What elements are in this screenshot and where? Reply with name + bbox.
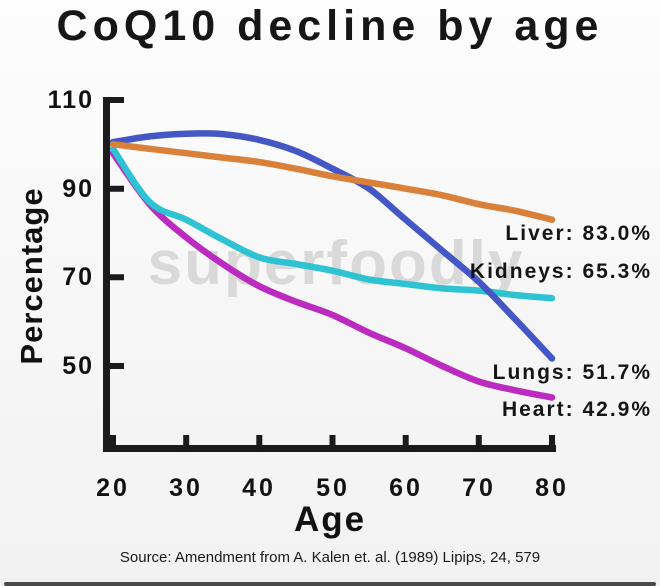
x-tick-label: 30: [169, 474, 203, 502]
series-label-liver: Liver: 83.0%: [505, 222, 652, 245]
y-tick-label: 90: [62, 175, 94, 203]
series-label-heart: Heart: 42.9%: [501, 398, 652, 421]
series-label-kidneys: Kidneys: 65.3%: [469, 260, 652, 283]
series-label-lungs: Lungs: 51.7%: [492, 361, 652, 384]
x-tick-label: 60: [389, 474, 423, 502]
x-tick-label: 80: [535, 474, 569, 502]
series-line-liver: [109, 141, 556, 223]
bottom-border: [4, 582, 656, 586]
x-tick-label: 50: [316, 474, 350, 502]
chart-title: CoQ10 decline by age: [56, 2, 604, 50]
x-tick-label: 20: [96, 474, 130, 502]
x-axis-label: Age: [293, 500, 367, 539]
x-tick-label: 40: [242, 474, 276, 502]
y-tick-label: 50: [62, 352, 94, 380]
y-tick-label: 70: [62, 263, 94, 291]
x-tick-label: 70: [462, 474, 496, 502]
source-citation: Source: Amendment from A. Kalen et. al. …: [119, 549, 541, 566]
y-tick-label: 110: [47, 86, 94, 114]
